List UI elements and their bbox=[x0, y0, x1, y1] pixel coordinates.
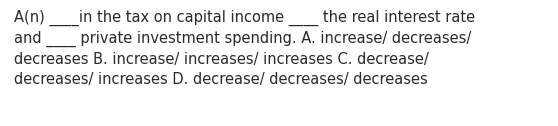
Text: A(n) ____in the tax on capital income ____ the real interest rate
and ____ priva: A(n) ____in the tax on capital income __… bbox=[14, 10, 475, 87]
